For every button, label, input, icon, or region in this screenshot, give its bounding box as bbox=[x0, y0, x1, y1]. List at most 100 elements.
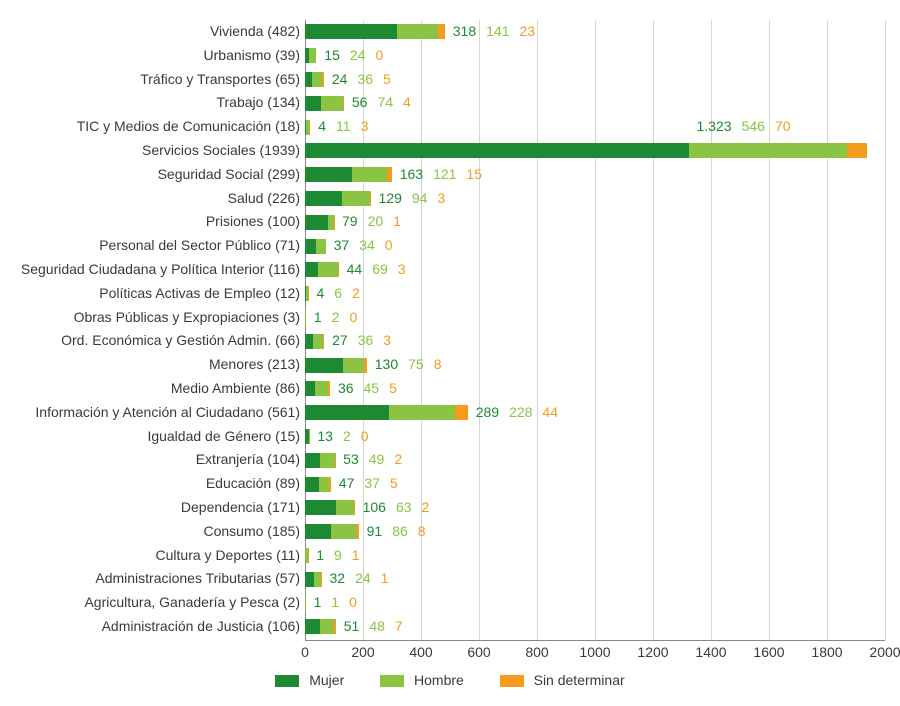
chart-row: Seguridad Ciudadana y Política Interior … bbox=[0, 258, 900, 282]
chart-row: Igualdad de Género (15) 1320 bbox=[0, 425, 900, 449]
chart-row: Extranjería (104)53492 bbox=[0, 448, 900, 472]
value-hombre: 9 bbox=[334, 544, 342, 568]
category-label: Información y Atención al Ciudadano (561… bbox=[0, 401, 300, 425]
value-labels: 1320 bbox=[317, 425, 378, 449]
value-hombre: 1 bbox=[331, 591, 339, 615]
value-mujer: 56 bbox=[352, 91, 368, 115]
bar-segment-mujer bbox=[305, 453, 320, 468]
bar-segment-hombre bbox=[352, 167, 387, 182]
value-hombre: 34 bbox=[359, 234, 375, 258]
bar-segment-sin bbox=[334, 619, 336, 634]
chart-row: Ord. Económica y Gestión Admin. (66)2736… bbox=[0, 329, 900, 353]
bar-segment-hombre bbox=[305, 310, 306, 325]
value-sin: 0 bbox=[385, 234, 393, 258]
value-sin: 1 bbox=[352, 544, 360, 568]
bar-segment-sin bbox=[308, 286, 309, 301]
category-label: Salud (226) bbox=[0, 187, 300, 211]
chart-row: Dependencia (171)106632 bbox=[0, 496, 900, 520]
value-hombre: 36 bbox=[357, 68, 373, 92]
value-sin: 3 bbox=[398, 258, 406, 282]
value-labels: 106632 bbox=[363, 496, 440, 520]
bar-segment-hombre bbox=[320, 619, 334, 634]
value-hombre: 63 bbox=[396, 496, 412, 520]
bar-segment-mujer bbox=[305, 262, 318, 277]
bar-segment-mujer bbox=[305, 358, 343, 373]
value-sin: 0 bbox=[361, 425, 369, 449]
value-mujer: 27 bbox=[332, 329, 348, 353]
bar-segment-hombre bbox=[316, 239, 326, 254]
bar-segment-mujer bbox=[305, 477, 319, 492]
category-label: Consumo (185) bbox=[0, 520, 300, 544]
x-axis-tick-label: 1600 bbox=[753, 644, 784, 660]
value-hombre: 546 bbox=[742, 115, 765, 139]
value-mujer: 4 bbox=[316, 282, 324, 306]
bar-segment-hombre bbox=[343, 358, 365, 373]
category-label: Igualdad de Género (15) bbox=[0, 425, 300, 449]
bar-segment-mujer bbox=[305, 405, 389, 420]
value-sin: 2 bbox=[422, 496, 430, 520]
bar-segment-mujer bbox=[305, 619, 320, 634]
bar-segment-sin bbox=[438, 24, 445, 39]
value-mujer: 47 bbox=[339, 472, 355, 496]
bar-segment-sin bbox=[329, 477, 330, 492]
bar-segment-mujer bbox=[305, 334, 313, 349]
value-mujer: 32 bbox=[330, 567, 346, 591]
bar-segment-mujer bbox=[305, 143, 689, 158]
value-hombre: 45 bbox=[364, 377, 380, 401]
category-label: Educación (89) bbox=[0, 472, 300, 496]
value-hombre: 228 bbox=[509, 401, 532, 425]
value-labels: 27363 bbox=[332, 329, 401, 353]
value-labels: 28922844 bbox=[476, 401, 568, 425]
value-hombre: 94 bbox=[412, 187, 428, 211]
value-sin: 2 bbox=[352, 282, 360, 306]
bar-segment-hombre bbox=[305, 596, 306, 611]
bar-segment-mujer bbox=[305, 500, 336, 515]
chart-row: Vivienda (482)31814123 bbox=[0, 20, 900, 44]
value-mujer: 79 bbox=[342, 210, 358, 234]
value-mujer: 1 bbox=[314, 591, 322, 615]
x-axis-tick-label: 1400 bbox=[695, 644, 726, 660]
legend-swatch bbox=[380, 675, 404, 687]
value-labels: 51487 bbox=[344, 615, 413, 639]
bar-segment-hombre bbox=[321, 96, 342, 111]
category-label: Políticas Activas de Empleo (12) bbox=[0, 282, 300, 306]
value-mujer: 130 bbox=[375, 353, 398, 377]
chart-row: Políticas Activas de Empleo (12)462 bbox=[0, 282, 900, 306]
bar-segment-sin bbox=[321, 572, 322, 587]
bar-segment-mujer bbox=[305, 72, 312, 87]
chart-row: Administraciones Tributarias (57)32241 bbox=[0, 567, 900, 591]
category-label: Medio Ambiente (86) bbox=[0, 377, 300, 401]
value-hombre: 141 bbox=[486, 20, 509, 44]
value-hombre: 20 bbox=[368, 210, 384, 234]
value-sin: 0 bbox=[375, 44, 383, 68]
chart-row: Educación (89)47375 bbox=[0, 472, 900, 496]
value-mujer: 24 bbox=[332, 68, 348, 92]
category-label: Urbanismo (39) bbox=[0, 44, 300, 68]
value-hombre: 121 bbox=[433, 163, 456, 187]
value-sin: 3 bbox=[361, 115, 369, 139]
value-mujer: 13 bbox=[317, 425, 333, 449]
bar-segment-mujer bbox=[305, 24, 397, 39]
category-label: Menores (213) bbox=[0, 353, 300, 377]
value-labels: 56744 bbox=[352, 91, 421, 115]
value-mujer: 1 bbox=[316, 544, 324, 568]
bar-segment-mujer bbox=[305, 215, 328, 230]
chart-row: Servicios Sociales (1939)1.32354670 bbox=[0, 139, 900, 163]
value-sin: 4 bbox=[403, 91, 411, 115]
value-sin: 23 bbox=[519, 20, 535, 44]
chart-row: Personal del Sector Público (71)37340 bbox=[0, 234, 900, 258]
x-axis-tick-label: 400 bbox=[409, 644, 432, 660]
chart-row: Medio Ambiente (86)36455 bbox=[0, 377, 900, 401]
value-labels: 91868 bbox=[367, 520, 436, 544]
value-mujer: 44 bbox=[347, 258, 363, 282]
value-sin: 3 bbox=[437, 187, 445, 211]
legend-label: Sin determinar bbox=[534, 672, 625, 688]
bar-segment-hombre bbox=[309, 429, 310, 444]
bar-segment-sin bbox=[356, 524, 358, 539]
value-sin: 8 bbox=[418, 520, 426, 544]
value-labels: 79201 bbox=[342, 210, 411, 234]
chart-row: Seguridad Social (299)16312115 bbox=[0, 163, 900, 187]
value-hombre: 86 bbox=[392, 520, 408, 544]
legend-item-mujer: Mujer bbox=[275, 672, 344, 688]
value-sin: 7 bbox=[395, 615, 403, 639]
